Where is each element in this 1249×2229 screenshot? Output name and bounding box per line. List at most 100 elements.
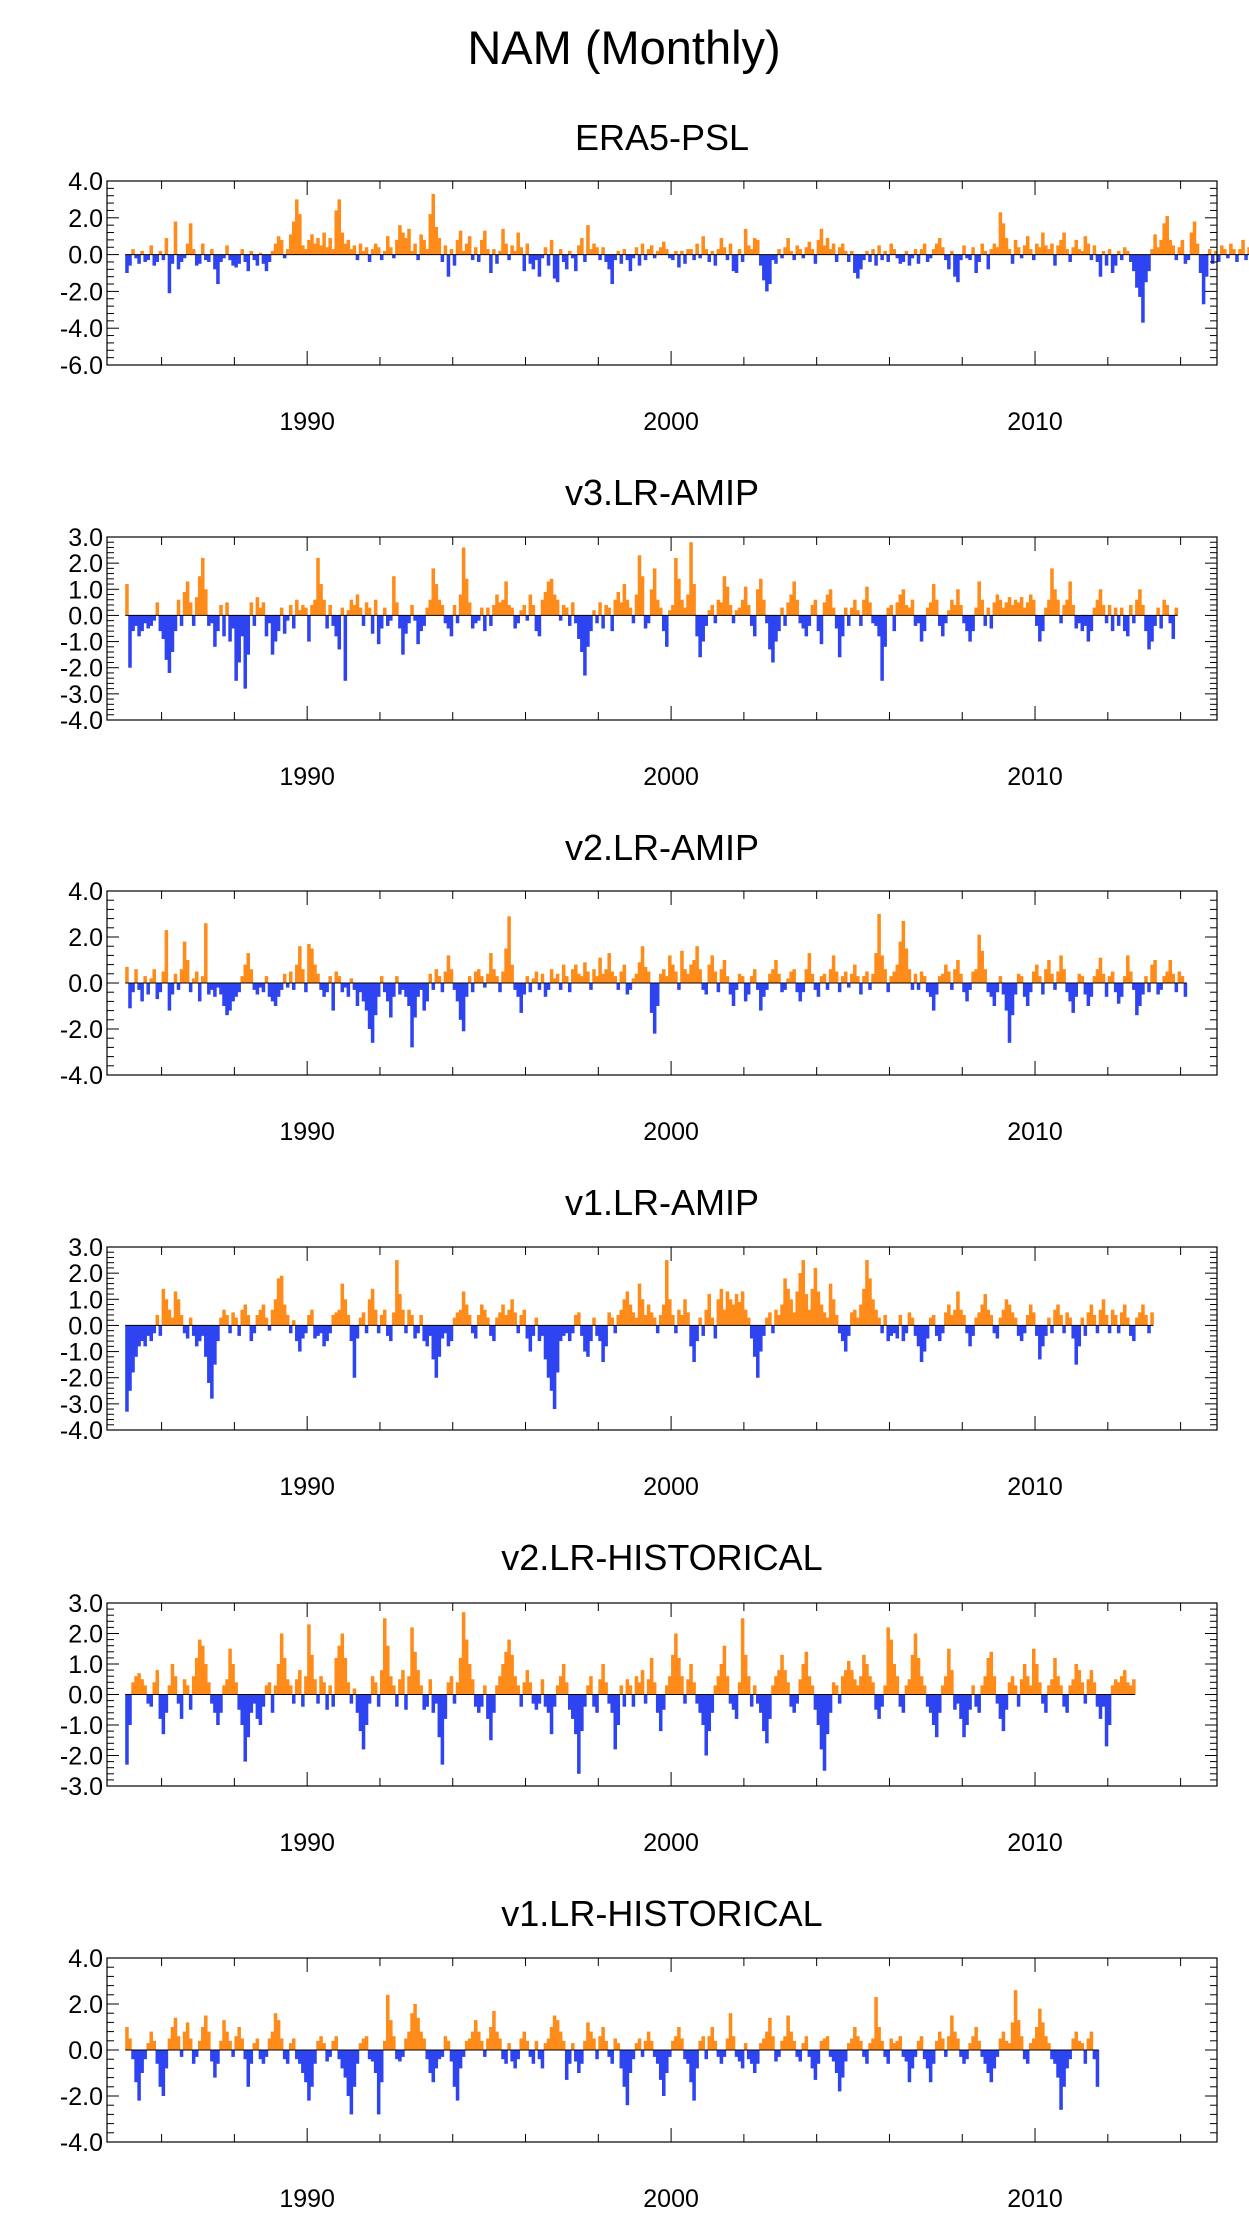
positive-bar	[264, 1685, 269, 1695]
negative-bar	[534, 1694, 539, 1710]
positive-bar	[843, 1670, 848, 1695]
positive-bar	[743, 1654, 748, 1695]
positive-bar	[1238, 249, 1242, 255]
negative-bar	[149, 1325, 153, 1342]
negative-bar	[756, 983, 760, 990]
positive-bar	[288, 971, 293, 983]
negative-bar	[249, 1694, 254, 1713]
positive-bar	[337, 199, 342, 255]
negative-bar	[537, 254, 542, 277]
negative-bar	[134, 254, 138, 259]
positive-bar	[1247, 247, 1249, 255]
negative-bar	[404, 983, 408, 997]
negative-bar	[1083, 1325, 1088, 1336]
positive-bar	[977, 581, 981, 616]
positive-bar	[1089, 1304, 1094, 1326]
positive-bar	[646, 249, 651, 255]
negative-bar	[889, 1325, 893, 1336]
positive-bar	[980, 1304, 984, 1326]
negative-bar	[364, 1694, 369, 1725]
positive-bar	[616, 1314, 621, 1326]
positive-bar	[1019, 597, 1024, 616]
figure-title: NAM (Monthly)	[467, 21, 780, 74]
positive-bar	[389, 1676, 393, 1695]
positive-bar	[901, 589, 906, 616]
positive-bar	[713, 971, 718, 983]
positive-bar	[877, 914, 881, 983]
positive-bar	[1047, 960, 1051, 983]
positive-bar	[628, 1685, 633, 1695]
positive-bar	[877, 1317, 881, 1326]
positive-bar	[492, 969, 496, 983]
positive-bar	[1056, 1304, 1060, 1326]
negative-bar	[446, 615, 451, 629]
negative-bar	[558, 983, 563, 990]
negative-bar	[219, 254, 223, 262]
positive-bar	[998, 212, 1003, 255]
negative-bar	[173, 615, 178, 632]
negative-bar	[610, 615, 614, 632]
positive-bar	[364, 247, 369, 255]
positive-bar	[628, 1304, 633, 1326]
positive-bar	[1077, 973, 1082, 983]
positive-bar	[467, 2038, 472, 2050]
positive-bar	[310, 1309, 314, 1326]
positive-bar	[840, 976, 845, 983]
negative-bar	[146, 1694, 150, 1704]
positive-bar	[1116, 250, 1121, 255]
positive-bar	[437, 976, 442, 983]
negative-bar	[364, 983, 369, 1011]
positive-bar	[207, 1682, 211, 1695]
negative-bar	[1138, 983, 1142, 1006]
negative-bar	[452, 2050, 457, 2087]
negative-bar	[1062, 2050, 1066, 2087]
negative-bar	[325, 2050, 329, 2062]
negative-bar	[677, 254, 681, 268]
negative-bar	[604, 254, 608, 262]
negative-bar	[231, 2050, 235, 2057]
positive-bar	[261, 1304, 266, 1326]
positive-bar	[962, 1314, 966, 1326]
positive-bar	[458, 230, 463, 255]
negative-bar	[610, 2050, 614, 2064]
positive-bar	[1028, 249, 1033, 255]
positive-bar	[850, 1312, 854, 1326]
positive-bar	[1129, 971, 1133, 983]
negative-bar	[1089, 983, 1094, 997]
positive-bar	[1047, 1317, 1051, 1326]
negative-bar	[543, 1325, 548, 1360]
negative-bar	[204, 1325, 208, 1357]
positive-bar	[671, 1314, 675, 1326]
positive-bar	[480, 607, 484, 616]
negative-bar	[234, 983, 238, 997]
negative-bar	[373, 983, 378, 1016]
positive-bar	[398, 1679, 402, 1695]
positive-bar	[674, 971, 678, 983]
positive-bar	[916, 2040, 921, 2050]
positive-bar	[1141, 1304, 1145, 1326]
negative-bar	[704, 2050, 708, 2060]
negative-bar	[1065, 2050, 1069, 2069]
positive-bar	[170, 1317, 175, 1326]
negative-bar	[768, 1694, 772, 1719]
negative-bar	[934, 1325, 939, 1336]
positive-bar	[1132, 1679, 1136, 1695]
positive-bar	[149, 245, 153, 255]
negative-bar	[452, 1694, 457, 1704]
positive-bar	[304, 249, 308, 255]
positive-bar	[361, 1312, 366, 1326]
negative-bar	[507, 254, 511, 261]
negative-bar	[646, 615, 651, 624]
negative-bar	[622, 1694, 627, 1707]
positive-bar	[164, 1299, 169, 1326]
negative-bar	[695, 1694, 699, 1704]
positive-bar	[868, 1278, 872, 1326]
negative-bar	[1150, 615, 1154, 642]
negative-bar	[240, 615, 244, 637]
negative-bar	[555, 254, 560, 283]
negative-bar	[477, 1694, 481, 1713]
x-tick-label: 2000	[643, 408, 699, 436]
positive-bar	[862, 976, 866, 983]
positive-bar	[467, 976, 472, 983]
